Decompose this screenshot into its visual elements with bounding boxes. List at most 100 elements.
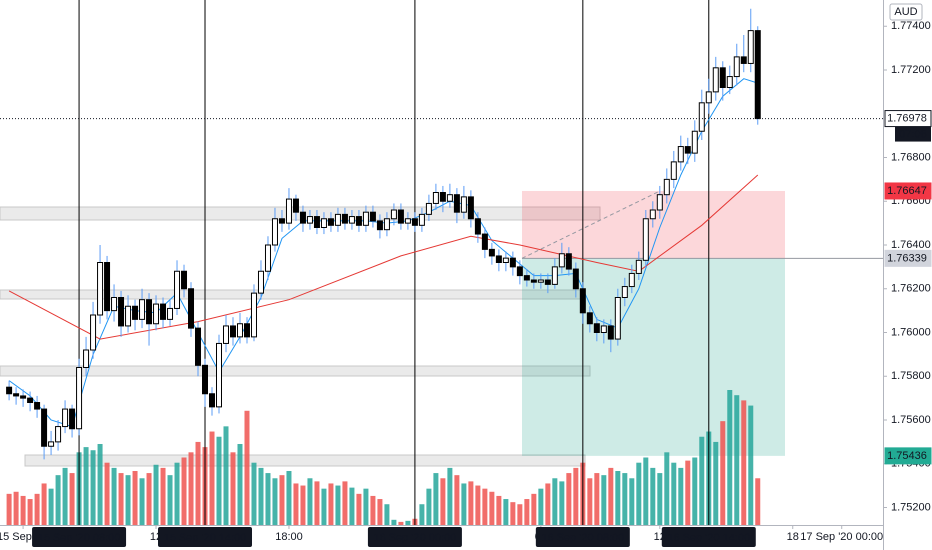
volume-bar <box>608 467 614 525</box>
candle-body <box>222 325 229 344</box>
currency-box <box>889 3 923 21</box>
currency: AUD <box>894 6 917 18</box>
x-tick-label: 18 <box>787 531 799 543</box>
volume-bar <box>216 436 222 525</box>
volume-bar <box>188 452 194 525</box>
volume-bar <box>314 481 320 525</box>
price-label: 1.75436 <box>887 450 927 462</box>
marker-label-box <box>367 527 462 547</box>
candle-body <box>593 323 600 333</box>
candle-body <box>446 194 453 202</box>
price-label-box <box>884 249 932 267</box>
volume-bar <box>244 410 250 525</box>
y-tick-label: 1.76000 <box>891 326 931 338</box>
candle-body <box>523 275 530 281</box>
price-label: 1.76978 <box>887 112 927 124</box>
volume-bar <box>48 488 54 525</box>
y-tick-label: 1.76800 <box>891 151 931 163</box>
volume-bar <box>300 485 306 525</box>
candle-body <box>712 67 719 93</box>
candle-body <box>334 213 341 226</box>
marker-label-box <box>661 527 756 547</box>
volume-bar <box>552 478 558 525</box>
candle-body <box>502 257 509 263</box>
candle-body <box>341 213 348 224</box>
volume-bar <box>671 462 677 525</box>
candle-body <box>411 218 418 226</box>
position-target <box>522 258 785 456</box>
volume-bar <box>62 467 68 525</box>
volume-bar <box>153 464 159 525</box>
candle-body <box>621 286 628 298</box>
candle-body <box>90 314 97 351</box>
candle-body <box>202 364 209 395</box>
volume-bar <box>139 478 145 525</box>
volume-bar <box>6 493 12 525</box>
candle-body <box>474 218 481 235</box>
volume-bar <box>629 478 635 525</box>
marker-label: 15 Sep '20 14:00 <box>164 532 247 544</box>
volume-bar <box>293 483 299 525</box>
candle-body <box>390 209 397 220</box>
candle-body <box>740 56 747 64</box>
candle-body <box>726 76 733 88</box>
candle-body <box>432 192 439 204</box>
volume-bar <box>111 467 117 525</box>
candle-body <box>397 209 404 224</box>
candle-body <box>628 272 635 288</box>
candle-body <box>691 130 698 154</box>
candle-body <box>229 325 236 338</box>
candle-body <box>404 218 411 224</box>
volume-bar <box>720 421 726 525</box>
marker-label-box <box>32 527 127 547</box>
volume-bar <box>370 495 376 525</box>
candle-body <box>747 30 754 64</box>
volume-bar <box>454 475 460 525</box>
volume-bar <box>384 504 390 525</box>
volume-bar <box>601 475 607 525</box>
candle-body <box>132 305 139 320</box>
volume-bar <box>636 462 642 525</box>
candle-body <box>705 91 712 104</box>
volume-bar <box>468 481 474 525</box>
candle-body <box>257 270 264 294</box>
candle-body <box>153 303 160 325</box>
y-tick-label: 1.76400 <box>891 239 931 251</box>
volume-bar <box>545 483 551 525</box>
volume-bar <box>335 485 341 525</box>
volume-bar <box>342 481 348 525</box>
volume-bar <box>27 499 33 525</box>
volume-bar <box>664 452 670 525</box>
volume-bar <box>461 483 467 525</box>
candle-body <box>642 218 649 261</box>
candle-body <box>481 233 488 250</box>
candle-body <box>348 216 355 224</box>
countdown: 07:08 <box>899 128 927 140</box>
volume-bar <box>531 493 537 525</box>
volume-bar <box>258 467 264 525</box>
candle-body <box>439 192 446 202</box>
volume-bar <box>419 504 425 525</box>
candle-body <box>362 211 369 226</box>
volume-bar <box>160 467 166 525</box>
candle-body <box>488 248 495 257</box>
candle-body <box>376 220 383 231</box>
candle-body <box>195 327 202 366</box>
y-tick-label: 1.76200 <box>891 283 931 295</box>
candle-body <box>649 209 656 220</box>
volume-bar <box>447 467 453 525</box>
volume-bar <box>748 405 754 525</box>
volume-bar <box>657 473 663 525</box>
zone <box>24 454 586 467</box>
candle-body <box>48 441 55 447</box>
price-label-box <box>884 447 932 465</box>
volume-bar <box>195 441 201 525</box>
candle-body <box>467 196 474 220</box>
volume-bar <box>433 473 439 525</box>
candle-body <box>677 146 684 163</box>
candle-body <box>313 216 320 228</box>
volume-bar <box>90 450 96 525</box>
marker-label: 16 Sep '20 08:00 <box>541 532 624 544</box>
